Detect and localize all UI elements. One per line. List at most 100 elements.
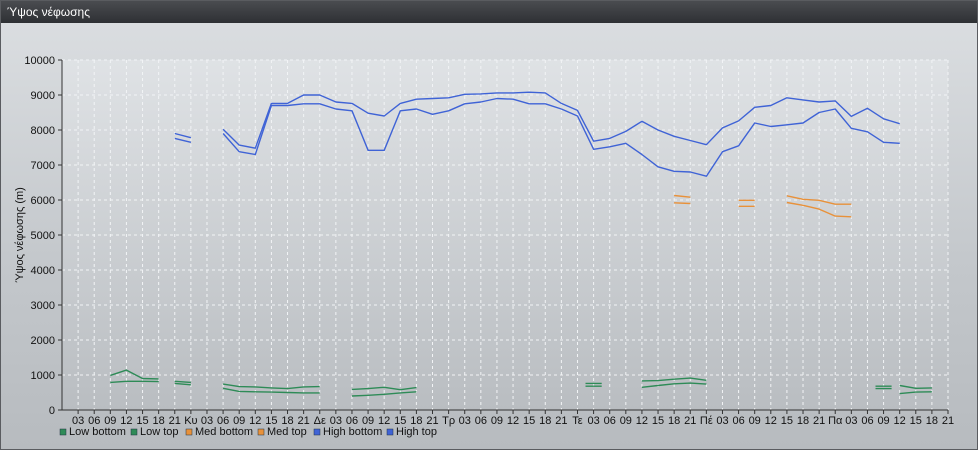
x-tick-label: 15 [523,415,535,427]
y-tick-label: 0 [49,405,55,417]
x-tick-label: 21 [555,415,567,427]
x-tick-label: Κυ [184,415,197,427]
x-tick-label: 06 [475,415,487,427]
x-tick-label: 21 [813,415,825,427]
x-tick-label: 21 [426,415,438,427]
y-tick-label: 10000 [24,55,55,67]
x-tick-label: 15 [910,415,922,427]
y-tick-label: 4000 [31,265,55,277]
x-tick-label: 03 [716,415,728,427]
x-tick-label: 06 [346,415,358,427]
legend-swatch [386,428,394,436]
x-tick-label: 21 [169,415,181,427]
x-tick-label: 03 [201,415,213,427]
series-line [641,382,707,388]
y-tick-label: 5000 [31,230,55,242]
series-line [222,387,320,394]
x-tick-label: Τε [572,415,583,427]
x-tick-label: 06 [861,415,873,427]
x-tick-label: 21 [298,415,310,427]
x-tick-label: 03 [459,415,471,427]
series-low-top [110,369,932,391]
series-group [110,91,932,397]
x-tick-label: 09 [362,415,374,427]
x-tick-label: 12 [636,415,648,427]
y-tick-label: 1000 [31,370,55,382]
x-tick-label: 15 [394,415,406,427]
series-line [174,132,192,139]
window-title: Ύψος νέφωσης [7,5,90,19]
series-line [674,194,691,198]
series-med-bottom [674,201,852,218]
x-tick-label: 18 [153,415,165,427]
y-tick-labels: 0 1000 2000 3000 4000 5000 6000 7000 8000 9000 100… [24,55,62,417]
series-high-top [174,91,900,149]
x-tick-label: Πα [828,415,843,427]
y-tick-label: 7000 [31,160,55,172]
grid-lines [62,59,949,410]
series-line [174,382,191,386]
series-line [351,386,417,391]
x-tick-label: 03 [587,415,599,427]
x-tick-label: 15 [136,415,148,427]
x-tick-label: Πέ [700,415,713,427]
legend-swatch [59,428,67,436]
legend-swatch [257,428,265,436]
title-bar: Ύψος νέφωσης [1,1,977,23]
x-tick-label: 09 [620,415,632,427]
y-tick-label: 6000 [31,195,55,207]
series-line [110,380,159,384]
series-high-bottom [174,97,900,177]
x-tick-label: 18 [539,415,551,427]
x-tick-label: 06 [217,415,229,427]
y-tick-label: 2000 [31,335,55,347]
x-tick-label: 03 [845,415,857,427]
series-line [222,97,900,177]
x-tick-label: 18 [668,415,680,427]
x-tick-label: 18 [410,415,422,427]
x-tick-label: 06 [732,415,744,427]
x-tick-label: 12 [249,415,261,427]
series-low-bottom [110,380,932,397]
x-tick-label: 09 [233,415,245,427]
legend-label: High bottom [323,426,382,438]
legend-label: Med bottom [195,426,253,438]
x-tick-label: 15 [265,415,277,427]
legend-label: Low bottom [69,426,126,438]
x-tick-label: 15 [781,415,793,427]
series-line [641,377,707,382]
series-line [351,391,417,397]
series-line [174,380,191,384]
x-tick-label: 12 [894,415,906,427]
legend-label: High top [396,426,437,438]
legend-swatch [185,428,193,436]
x-tick-labels: 03 06 09 12 15 18 21 Κυ 03 06 09 12 15 18 21 Δε 03 06 09 12… [72,410,954,427]
series-line [899,384,932,389]
series-line [110,369,159,380]
x-tick-label: 09 [749,415,761,427]
x-tick-label: 18 [281,415,293,427]
x-tick-label: 15 [652,415,664,427]
series-line [222,91,900,149]
x-tick-label: 18 [926,415,938,427]
y-tick-label: 9000 [31,90,55,102]
x-tick-label: 06 [604,415,616,427]
series-line [222,383,320,390]
x-tick-label: Τρ [442,415,455,427]
y-tick-label: 3000 [31,300,55,312]
x-tick-label: 18 [797,415,809,427]
legend-swatch [313,428,321,436]
x-tick-label: 06 [88,415,100,427]
series-line [786,195,852,205]
y-axis-label: Ύψος νέφωσης (m) [14,187,26,283]
x-tick-label: 09 [877,415,889,427]
x-tick-label: 21 [684,415,696,427]
series-med-top [674,194,852,205]
x-tick-label: 21 [942,415,954,427]
legend-label: Low top [140,426,179,438]
series-line [174,137,192,143]
x-tick-label: Δε [314,415,326,427]
x-tick-label: 09 [491,415,503,427]
x-tick-label: 03 [72,415,84,427]
